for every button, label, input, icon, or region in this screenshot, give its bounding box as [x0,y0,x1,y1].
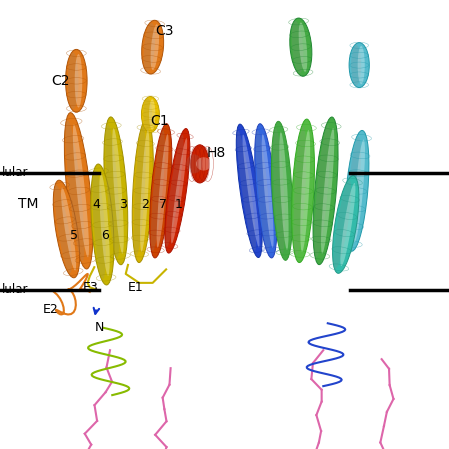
Ellipse shape [349,43,370,88]
Ellipse shape [92,170,106,279]
Ellipse shape [143,98,152,131]
Ellipse shape [340,183,356,266]
Ellipse shape [150,124,172,258]
Ellipse shape [151,131,165,251]
Ellipse shape [91,164,114,285]
Ellipse shape [157,134,169,248]
Ellipse shape [166,135,184,247]
Ellipse shape [334,180,351,269]
Text: H8: H8 [207,145,226,160]
Ellipse shape [313,117,338,264]
Ellipse shape [299,22,307,72]
Ellipse shape [314,124,330,257]
Ellipse shape [262,134,274,248]
Ellipse shape [186,154,202,173]
Text: N: N [94,321,104,334]
Ellipse shape [351,45,361,85]
Ellipse shape [279,132,289,250]
Text: 4: 4 [92,198,100,211]
Ellipse shape [106,124,120,257]
Text: E2: E2 [43,304,58,316]
Text: 3: 3 [119,198,127,211]
Text: lular: lular [2,283,29,296]
Ellipse shape [150,24,159,70]
Ellipse shape [237,131,256,251]
Ellipse shape [255,124,277,258]
Text: C3: C3 [155,24,173,39]
Ellipse shape [358,46,365,84]
Ellipse shape [149,99,155,130]
Text: 6: 6 [101,229,109,242]
Ellipse shape [321,128,335,254]
Text: C2: C2 [52,74,70,88]
Ellipse shape [141,97,159,132]
Ellipse shape [165,128,190,253]
Ellipse shape [292,119,314,263]
Ellipse shape [112,128,124,254]
Ellipse shape [345,130,369,251]
Ellipse shape [66,120,84,261]
Ellipse shape [132,119,154,263]
Ellipse shape [144,23,155,71]
Ellipse shape [191,145,209,183]
Ellipse shape [242,134,260,247]
Ellipse shape [104,117,128,265]
Ellipse shape [256,131,270,251]
Ellipse shape [134,126,146,255]
Ellipse shape [294,126,306,255]
Ellipse shape [53,180,79,278]
Text: C1: C1 [150,114,169,128]
Ellipse shape [140,130,150,252]
Ellipse shape [333,176,359,273]
Ellipse shape [99,173,110,276]
Ellipse shape [54,185,72,273]
Ellipse shape [73,124,89,257]
Text: TM: TM [18,197,39,211]
Ellipse shape [68,53,79,109]
Text: 1: 1 [175,198,183,211]
Ellipse shape [142,20,163,74]
Ellipse shape [66,49,87,112]
Text: lular: lular [2,167,29,179]
Ellipse shape [64,113,93,269]
Text: E1: E1 [128,281,144,294]
Ellipse shape [300,130,310,252]
Ellipse shape [61,188,76,270]
Text: 7: 7 [159,198,167,211]
Ellipse shape [290,18,312,76]
Ellipse shape [292,21,304,73]
Ellipse shape [75,54,82,108]
Ellipse shape [196,157,211,171]
Text: E3: E3 [83,281,99,294]
Ellipse shape [171,138,187,244]
Ellipse shape [272,121,292,260]
Ellipse shape [273,128,285,253]
Ellipse shape [353,140,365,242]
Text: 5: 5 [70,229,78,242]
Ellipse shape [236,124,262,258]
Ellipse shape [347,136,361,245]
Text: 2: 2 [141,198,150,211]
